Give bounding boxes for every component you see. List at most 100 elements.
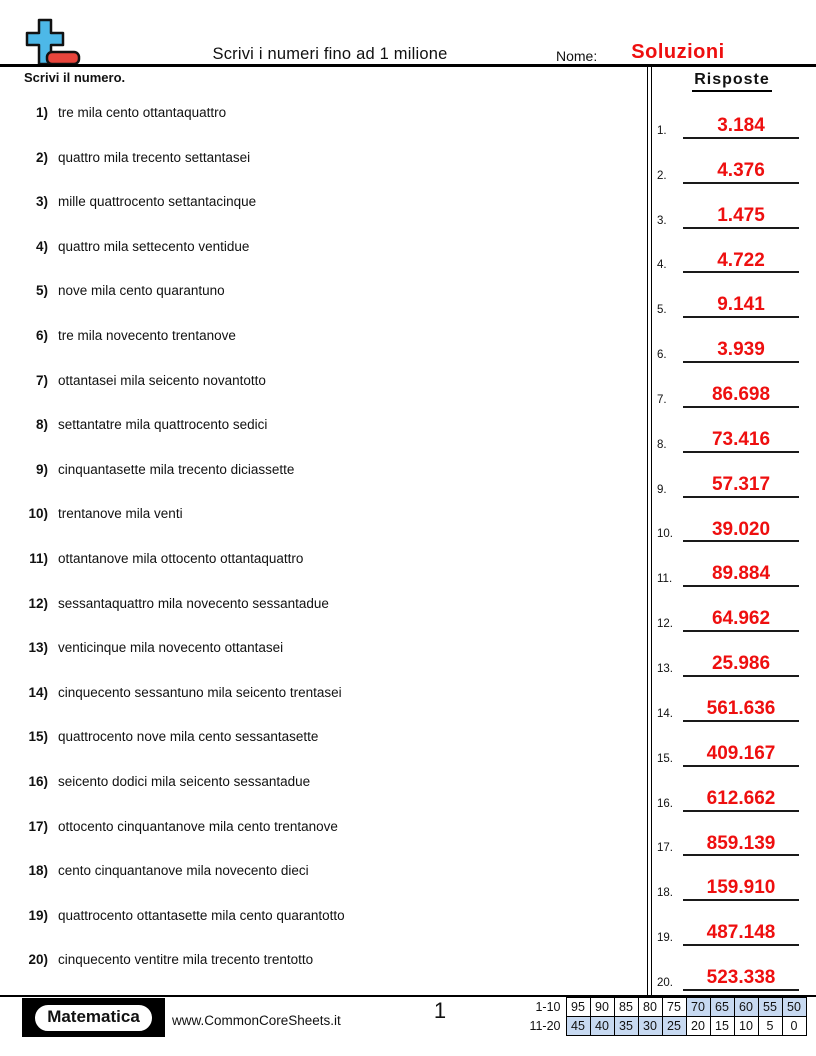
question-text: ottocento cinquantanove mila cento trent… [58,818,338,834]
question-text: mille quattrocento settantacinque [58,194,257,210]
header-divider-line [0,64,816,67]
score-cell: 45 [565,1016,591,1036]
score-cell: 55 [757,997,783,1017]
name-value-soluzioni: Soluzioni [631,41,725,63]
question-row: 8) settantatre mila quattrocento sedici [0,408,644,453]
answer-index: 18. [657,887,673,900]
question-number: 10) [28,506,48,522]
question-number: 12) [28,595,48,611]
answer-index: 2. [657,169,667,182]
answer-slot: 7. 86.698 [652,365,816,410]
answer-index: 7. [657,393,667,406]
score-cell: 50 [781,997,807,1017]
score-table-body: 1-10 95 90 85 80 75 70 65 60 55 50 11-20 45 40 35 30 25 2… [528,997,807,1036]
footer-divider-line [0,995,816,997]
score-cell: 60 [733,997,759,1017]
answer-value: 3.939 [683,339,799,364]
question-text: ottantasei mila seicento novantotto [58,372,266,388]
question-number: 14) [28,684,48,700]
answer-index: 9. [657,483,667,496]
answer-index: 15. [657,752,673,765]
questions-list: 1) tre mila cento ottantaquattro 2) quattro… [0,96,644,988]
question-row: 16) seicento dodici mila seicento sessant… [0,765,644,810]
answers-column-title: Risposte [652,71,812,92]
score-row-label: 1-10 [535,1000,561,1014]
answer-slot: 12. 64.962 [652,589,816,634]
answer-index: 19. [657,932,673,945]
question-text: quattro mila trecento settantasei [58,149,251,165]
answer-slot: 9. 57.317 [652,455,816,500]
answer-value: 9.141 [683,294,799,319]
score-cell: 30 [637,1016,663,1036]
score-cell: 65 [709,997,735,1017]
score-cell: 80 [637,997,663,1017]
question-text: sessantaquattro mila novecento sessantad… [58,595,329,611]
question-row: 12) sessantaquattro mila novecento sessan… [0,587,644,632]
score-cell: 0 [781,1016,807,1036]
question-row: 14) cinquecento sessantuno mila seicento … [0,676,644,721]
answer-value: 25.986 [683,653,799,677]
question-number: 5) [35,283,48,299]
page-title: Scrivi i numeri fino ad 1 milione [212,45,448,63]
subject-badge: Matematica [22,998,165,1037]
question-row: 7) ottantasei mila seicento novantotto [0,364,644,409]
question-number: 13) [28,640,48,656]
answer-slot: 3. 1.475 [652,186,816,231]
answer-slot: 11. 89.884 [652,544,816,589]
page-number: 1 [433,998,447,1023]
answer-slot: 13. 25.986 [652,634,816,679]
score-cell: 5 [757,1016,783,1036]
answer-value: 159.910 [683,877,799,902]
answers-title-text: Risposte [692,71,772,92]
answer-slot: 2. 4.376 [652,141,816,186]
answer-slot: 4. 4.722 [652,231,816,276]
instruction-text: Scrivi il numero. [24,70,126,85]
answer-index: 10. [657,528,673,541]
answer-slot: 5. 9.141 [652,275,816,320]
question-text: quattro mila settecento ventidue [58,238,250,254]
question-row: 13) venticinque mila novecento ottantasei [0,631,644,676]
answer-value: 859.139 [683,833,799,857]
question-number: 1) [35,105,48,120]
score-cell: 70 [685,997,711,1017]
score-table-row: 11-20 45 40 35 30 25 20 15 10 5 0 [528,1016,807,1036]
question-row: 18) cento cinquantanove mila novecento di… [0,854,644,899]
answer-slot: 6. 3.939 [652,320,816,365]
answer-index: 16. [657,797,673,810]
question-text: cinquecento ventitre mila trecento trent… [58,952,314,968]
answer-value: 89.884 [683,563,799,588]
question-text: settantatre mila quattrocento sedici [58,417,268,433]
score-cell: 75 [661,997,687,1017]
question-text: nove mila cento quarantuno [58,283,225,299]
answer-slot: 18. 159.910 [652,858,816,903]
question-text: cento cinquantanove mila novecento dieci [58,863,309,879]
score-row-label: 11-20 [529,1019,561,1033]
answer-slot: 1. 3.184 [652,96,816,141]
question-number: 16) [28,773,48,789]
question-number: 20) [28,952,48,968]
question-text: cinquantasette mila trecento diciassette [58,461,295,477]
score-cell: 95 [565,997,591,1017]
answer-value: 4.722 [683,250,799,274]
website-link: www.CommonCoreSheets.it [172,1013,341,1028]
answer-index: 6. [657,349,667,362]
question-number: 17) [28,818,48,834]
subject-badge-label: Matematica [33,1002,154,1033]
answer-index: 20. [657,976,673,989]
question-text: tre mila novecento trentanove [58,327,236,343]
question-number: 4) [35,238,48,254]
question-text: quattrocento nove mila cento sessantaset… [58,729,319,745]
question-text: trentanove mila venti [58,506,183,522]
question-number: 6) [35,327,48,343]
score-cell: 20 [685,1016,711,1036]
answer-slot: 20. 523.338 [652,948,816,993]
answer-slot: 10. 39.020 [652,500,816,545]
answer-index: 14. [657,707,673,720]
score-cell: 25 [661,1016,687,1036]
answer-value: 64.962 [683,608,799,633]
question-row: 3) mille quattrocento settantacinque [0,185,644,230]
answer-slot: 15. 409.167 [652,724,816,769]
score-cell: 90 [589,997,615,1017]
question-row: 6) tre mila novecento trentanove [0,319,644,364]
answer-index: 4. [657,259,667,272]
